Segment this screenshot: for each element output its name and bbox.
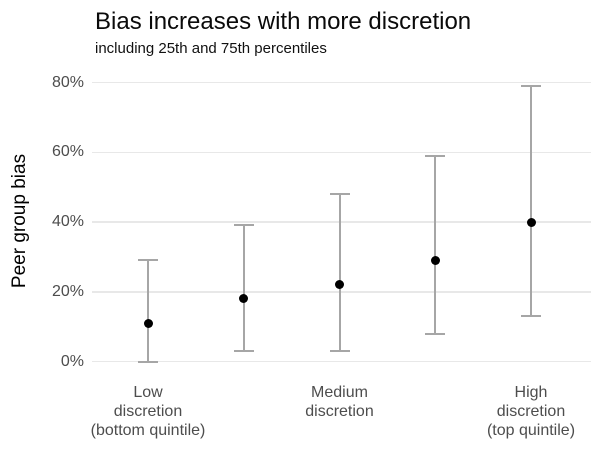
error-bar-cap-top [521,84,541,87]
y-gridline [92,151,591,153]
data-point [430,255,440,265]
x-tick-label: High discretion (top quintile) [486,384,576,439]
x-tick-label: Medium discretion [305,384,374,420]
error-bar-line [147,260,149,362]
y-gridline [92,291,591,293]
error-bar-line [242,225,245,352]
error-bar-cap-top [425,154,446,157]
chart-subtitle: including 25th and 75th percentiles [95,40,327,57]
error-bar-line [338,194,341,352]
y-gridline [92,221,591,223]
data-point [143,318,153,328]
error-bar-cap-bottom [138,360,158,363]
data-point [239,294,249,304]
y-gridline [92,81,591,84]
error-bar-line [434,155,437,334]
chart-title: Bias increases with more discretion [95,8,472,35]
x-tick-label: Low discretion (bottom quintile) [90,384,206,439]
error-bar-cap-top [138,259,158,262]
y-tick-label: 60% [51,143,84,161]
y-gridline [92,360,591,363]
data-point [526,217,536,227]
y-tick-label: 80% [51,73,84,91]
y-tick-label: 20% [51,282,84,300]
error-bar-cap-top [329,193,350,196]
error-bar-cap-bottom [425,332,446,335]
error-bar-cap-bottom [329,350,350,353]
data-point [335,280,344,290]
y-tick-label: 0% [60,352,84,370]
error-bar-cap-top [233,224,254,227]
y-tick-label: 40% [51,213,84,230]
error-bar-line [530,85,532,317]
error-bar-cap-bottom [521,315,541,318]
error-bar-cap-bottom [233,350,254,353]
